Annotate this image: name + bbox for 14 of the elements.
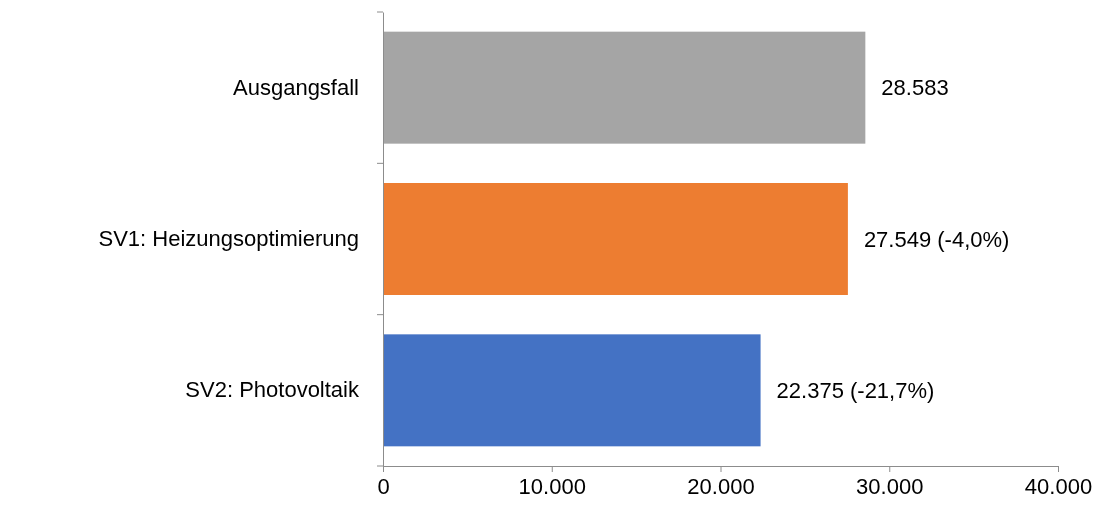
x-tick-label: 30.000 <box>856 473 924 499</box>
data-label: 27.549 (-4,0%) <box>863 226 1010 252</box>
y-tick-label: SV1: Heizungsoptimierung <box>98 226 359 252</box>
data-label: 28.583 <box>881 75 949 101</box>
bar <box>383 31 866 144</box>
x-tick-label: 40.000 <box>1024 473 1093 499</box>
data-label: 22.375 (-21,7%) <box>776 378 935 404</box>
bar <box>383 334 761 447</box>
x-tick-label: 0 <box>377 473 390 499</box>
bar <box>383 183 848 295</box>
x-tick-label: 10.000 <box>518 473 586 499</box>
x-tick-label: 20.000 <box>687 473 755 499</box>
y-tick-label: Ausgangsfall <box>233 74 359 100</box>
y-tick-label: SV2: Photovoltaik <box>185 377 360 403</box>
